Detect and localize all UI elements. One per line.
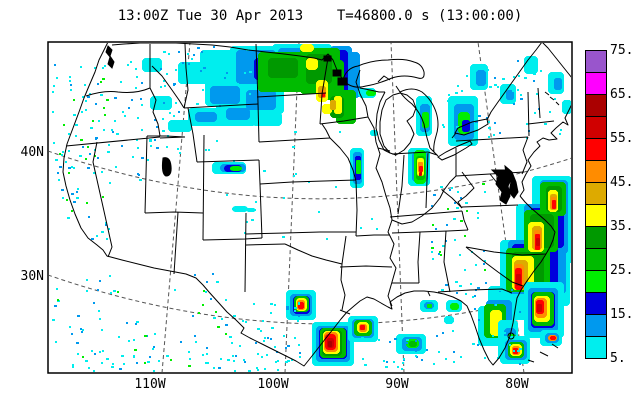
colorbar-cell <box>585 94 607 117</box>
colorbar-cell <box>585 72 607 95</box>
colorbar-tick-label: 75. <box>610 43 634 58</box>
colorbar-cell <box>585 226 607 249</box>
colorbar-cell <box>585 270 607 293</box>
lon-tick-label: 100W <box>257 377 289 392</box>
lon-tick-label: 110W <box>134 377 166 392</box>
lon-tick-label: 90W <box>385 377 409 392</box>
colorbar-cell <box>585 292 607 315</box>
colorbar-cell <box>585 248 607 271</box>
lakes-and-bays <box>105 45 560 340</box>
lon-tick-label: 80W <box>505 377 529 392</box>
colorbar-tick-label: 15. <box>610 307 634 322</box>
colorbar-cell <box>585 50 607 73</box>
colorbar-cell <box>585 204 607 227</box>
radar-echoes <box>142 44 571 366</box>
colorbar-cell <box>585 116 607 139</box>
state-boundaries <box>62 43 571 367</box>
colorbar-cell <box>585 182 607 205</box>
colorbar-cell <box>585 336 607 359</box>
colorbar-cell <box>585 314 607 337</box>
colorbar-tick-label: 65. <box>610 87 634 102</box>
colorbar-tick-label: 25. <box>610 263 634 278</box>
plot-title: 13:00Z Tue 30 Apr 2013 T=46800.0 s (13:0… <box>117 8 523 24</box>
colorbar-tick-label: 55. <box>610 131 634 146</box>
map-frame <box>47 41 573 374</box>
lat-tick-label: 40N <box>20 145 44 160</box>
radar-scatter-specks <box>52 46 562 372</box>
colorbar-cell <box>585 160 607 183</box>
colorbar-cell <box>585 138 607 161</box>
lat-tick-label: 30N <box>20 269 44 284</box>
colorbar-tick-label: 35. <box>610 219 634 234</box>
colorbar-tick-label: 5. <box>610 351 626 366</box>
colorbar-tick-label: 45. <box>610 175 634 190</box>
